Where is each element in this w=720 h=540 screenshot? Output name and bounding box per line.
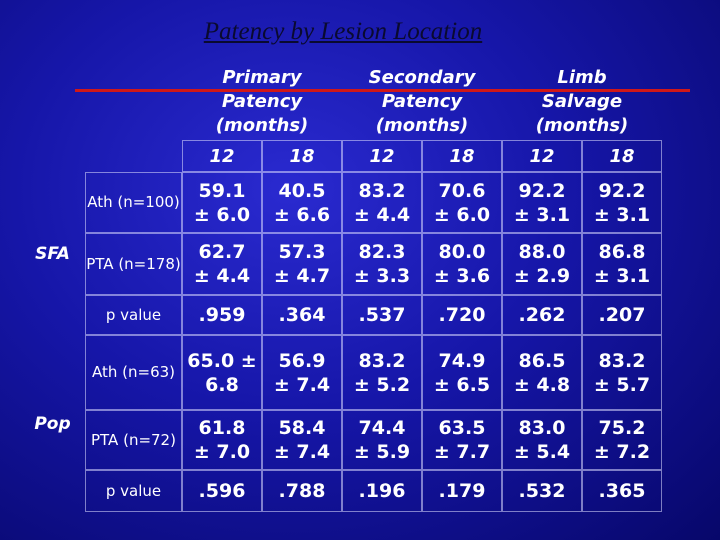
table-cell: 83.2 ± 5.2 bbox=[342, 335, 422, 410]
table-cell: 83.2 ± 4.4 bbox=[342, 172, 422, 233]
sub-header: 18 bbox=[262, 140, 342, 172]
table-cell: .532 bbox=[502, 470, 582, 512]
table-cell: 74.4 ± 5.9 bbox=[342, 410, 422, 470]
table-cell: 82.3 ± 3.3 bbox=[342, 233, 422, 295]
row-label: PTA (n=178) bbox=[85, 233, 182, 295]
table-cell: 58.4 ± 7.4 bbox=[262, 410, 342, 470]
table-cell: .596 bbox=[182, 470, 262, 512]
table-cell: .788 bbox=[262, 470, 342, 512]
group-header: Secondary Patency (months) bbox=[368, 67, 476, 136]
sub-header: 12 bbox=[182, 140, 262, 172]
sub-header: 18 bbox=[422, 140, 502, 172]
table-cell: 92.2 ± 3.1 bbox=[582, 172, 662, 233]
table-cell: .179 bbox=[422, 470, 502, 512]
title: Patency by Lesion Location bbox=[203, 18, 483, 45]
row-label: p value bbox=[85, 470, 182, 512]
table-cell: 92.2 ± 3.1 bbox=[502, 172, 582, 233]
table-cell: .207 bbox=[582, 295, 662, 335]
table-cell: 83.2 ± 5.7 bbox=[582, 335, 662, 410]
section-label: SFA bbox=[35, 243, 70, 264]
table-cell: .262 bbox=[502, 295, 582, 335]
group-header: Primary Patency (months) bbox=[215, 67, 309, 136]
table-cell: .720 bbox=[422, 295, 502, 335]
sub-header: 12 bbox=[502, 140, 582, 172]
table-cell: 74.9 ± 6.5 bbox=[422, 335, 502, 410]
sub-header: 12 bbox=[342, 140, 422, 172]
table-cell: 70.6 ± 6.0 bbox=[422, 172, 502, 233]
table-cell: .537 bbox=[342, 295, 422, 335]
red-rule bbox=[75, 89, 690, 92]
table-cell: 61.8 ± 7.0 bbox=[182, 410, 262, 470]
row-label: PTA (n=72) bbox=[85, 410, 182, 470]
row-label: Ath (n=63) bbox=[85, 335, 182, 410]
table-cell: 62.7 ± 4.4 bbox=[182, 233, 262, 295]
table-cell: .365 bbox=[582, 470, 662, 512]
sub-header: 18 bbox=[582, 140, 662, 172]
table-cell: 88.0 ± 2.9 bbox=[502, 233, 582, 295]
group-header: Limb Salvage (months) bbox=[535, 67, 629, 136]
table-cell: .196 bbox=[342, 470, 422, 512]
table-cell: 63.5 ± 7.7 bbox=[422, 410, 502, 470]
table-cell: 65.0 ± 6.8 bbox=[182, 335, 262, 410]
table-cell: .959 bbox=[182, 295, 262, 335]
table-cell: 80.0 ± 3.6 bbox=[422, 233, 502, 295]
table-cell: .364 bbox=[262, 295, 342, 335]
table-cell: 86.5 ± 4.8 bbox=[502, 335, 582, 410]
section-label: Pop bbox=[34, 413, 71, 434]
table-cell: 56.9 ± 7.4 bbox=[262, 335, 342, 410]
table-cell: 40.5 ± 6.6 bbox=[262, 172, 342, 233]
table-cell: 57.3 ± 4.7 bbox=[262, 233, 342, 295]
table-cell: 75.2 ± 7.2 bbox=[582, 410, 662, 470]
table-cell: 59.1 ± 6.0 bbox=[182, 172, 262, 233]
table-cell: 86.8 ± 3.1 bbox=[582, 233, 662, 295]
table-cell: 83.0 ± 5.4 bbox=[502, 410, 582, 470]
row-label: Ath (n=100) bbox=[85, 172, 182, 233]
row-label: p value bbox=[85, 295, 182, 335]
